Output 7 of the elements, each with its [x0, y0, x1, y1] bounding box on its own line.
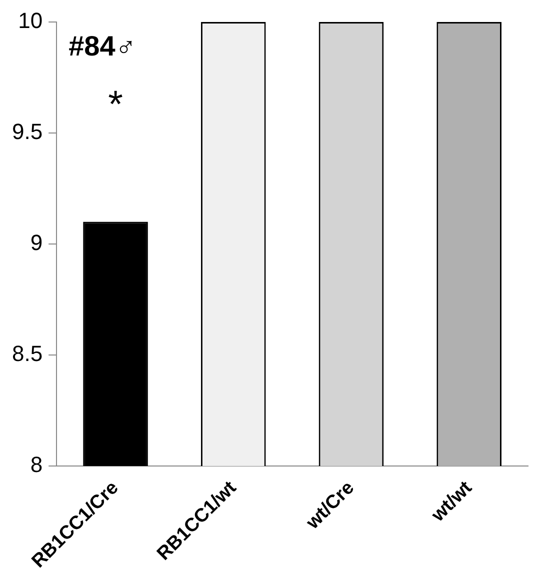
y-tick-label: 10	[18, 8, 43, 34]
y-tick-label: 9	[30, 230, 43, 256]
annotation: *	[108, 84, 124, 126]
y-tick-label: 9.5	[12, 119, 43, 144]
annotation: #84♂	[68, 30, 136, 62]
y-tick-label: 8.5	[12, 341, 43, 366]
y-tick-label: 8	[30, 452, 43, 478]
